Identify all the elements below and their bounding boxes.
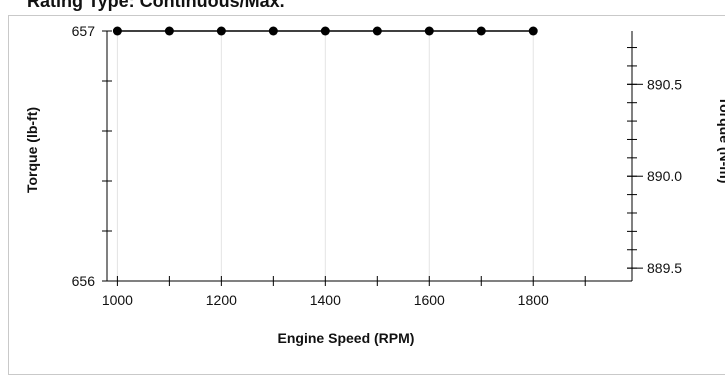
y2-tick-label: 890.0 bbox=[647, 168, 682, 184]
x-axis-title: Engine Speed (RPM) bbox=[278, 330, 415, 346]
data-point bbox=[528, 26, 538, 36]
data-point bbox=[424, 26, 434, 36]
series-layer bbox=[112, 26, 538, 36]
data-point bbox=[164, 26, 174, 36]
x-tick-label: 1800 bbox=[518, 292, 549, 308]
data-point bbox=[372, 26, 382, 36]
axes bbox=[106, 31, 633, 282]
gridlines bbox=[116, 31, 534, 281]
y-tick-label: 656 bbox=[72, 273, 96, 289]
y2-tick-label: 890.5 bbox=[647, 76, 682, 92]
x-tick-label: 1600 bbox=[414, 292, 445, 308]
ticks: 1000 1200 1400 1600 1800 656 657 889.5 890.0 890.… bbox=[72, 23, 683, 308]
data-point bbox=[112, 26, 122, 36]
y-tick-label: 657 bbox=[72, 23, 96, 39]
y-axis-title: Torque (lb-ft) bbox=[24, 107, 40, 193]
data-point bbox=[476, 26, 486, 36]
data-point bbox=[216, 26, 226, 36]
y2-tick-label: 889.5 bbox=[647, 260, 682, 276]
y2-axis-title: Torque (N-m) bbox=[717, 97, 725, 184]
data-point bbox=[320, 26, 330, 36]
torque-chart: 1000 1200 1400 1600 1800 656 657 889.5 890.0 890.… bbox=[24, 23, 725, 346]
x-tick-label: 1400 bbox=[310, 292, 341, 308]
x-tick-label: 1200 bbox=[206, 292, 237, 308]
data-point bbox=[268, 26, 278, 36]
x-tick-label: 1000 bbox=[102, 292, 133, 308]
chart-heading: Rating Type: Continuous/Max. bbox=[27, 0, 285, 11]
